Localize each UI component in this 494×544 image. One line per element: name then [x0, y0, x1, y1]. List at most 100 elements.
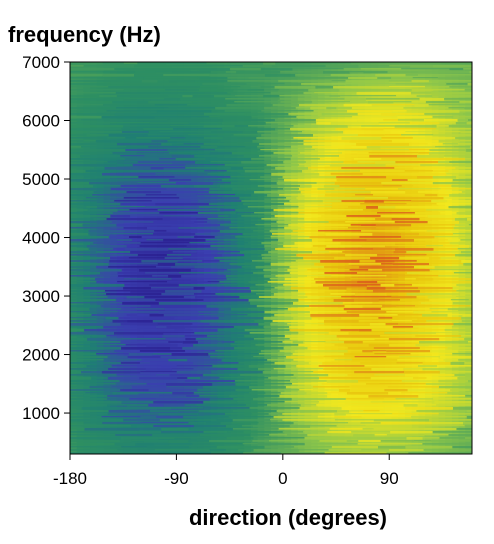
- heatmap-band: [435, 146, 454, 148]
- heatmap-cell: [284, 190, 292, 198]
- heatmap-cell: [170, 447, 178, 454]
- heatmap-band: [239, 296, 259, 298]
- heatmap-cell: [177, 325, 185, 333]
- heatmap-band: [106, 110, 157, 112]
- heatmap-cell: [130, 172, 138, 179]
- heatmap-band: [137, 62, 167, 65]
- heatmap-band: [394, 221, 428, 224]
- heatmap-band: [204, 137, 223, 139]
- heatmap-cell: [378, 411, 386, 418]
- heatmap-band: [95, 176, 139, 179]
- heatmap-band: [426, 245, 444, 247]
- heatmap-band: [227, 92, 271, 94]
- heatmap-band: [126, 245, 140, 248]
- heatmap-cell: [391, 147, 399, 155]
- heatmap-band: [116, 95, 155, 98]
- heatmap-cell: [384, 147, 393, 155]
- heatmap-band: [293, 302, 343, 305]
- heatmap-band: [184, 326, 234, 328]
- heatmap-band: [357, 161, 375, 163]
- heatmap-band: [195, 161, 211, 164]
- heatmap-cell: [438, 441, 446, 449]
- heatmap-band: [247, 308, 288, 310]
- heatmap-cell: [344, 331, 352, 339]
- heatmap-cell: [291, 129, 299, 137]
- heatmap-band: [230, 221, 277, 223]
- heatmap-band: [348, 206, 366, 208]
- heatmap-band: [114, 68, 126, 70]
- heatmap-cell: [210, 337, 218, 345]
- heatmap-band: [405, 62, 442, 64]
- heatmap-cell: [438, 178, 446, 186]
- heatmap-cell: [110, 307, 118, 314]
- heatmap-band: [175, 263, 230, 266]
- heatmap-cell: [351, 166, 359, 173]
- heatmap-cell: [338, 325, 346, 333]
- heatmap-cell: [150, 294, 158, 302]
- heatmap-band: [395, 113, 425, 115]
- heatmap-band: [381, 140, 392, 142]
- heatmap-band: [373, 290, 420, 293]
- heatmap-band: [434, 266, 472, 269]
- heatmap-cell: [210, 429, 218, 437]
- heatmap-band: [455, 137, 472, 139]
- heatmap-band: [274, 215, 322, 218]
- heatmap-cell: [398, 300, 406, 308]
- heatmap-cell: [364, 166, 373, 173]
- heatmap-band: [323, 71, 350, 74]
- heatmap-band: [407, 179, 453, 181]
- heatmap-cell: [244, 294, 252, 302]
- heatmap-cell: [224, 178, 232, 186]
- heatmap-band: [70, 68, 115, 71]
- heatmap-band: [117, 209, 130, 211]
- heatmap-cell: [364, 190, 373, 198]
- heatmap-band: [307, 275, 332, 277]
- heatmap-band: [81, 146, 127, 148]
- heatmap-cell: [304, 160, 312, 167]
- heatmap-cell: [190, 129, 198, 137]
- heatmap-band: [150, 167, 164, 170]
- heatmap-band: [317, 188, 335, 190]
- heatmap-band: [456, 176, 472, 178]
- heatmap-band: [284, 179, 337, 182]
- heatmap-band: [155, 203, 209, 206]
- heatmap-band: [161, 143, 172, 146]
- heatmap-band: [147, 227, 179, 230]
- heatmap-band: [309, 311, 347, 313]
- heatmap-band: [390, 131, 406, 134]
- heatmap-cell: [123, 147, 131, 155]
- heatmap-cell: [284, 337, 292, 345]
- heatmap-band: [125, 149, 168, 151]
- heatmap-band: [145, 68, 190, 71]
- heatmap-cell: [177, 141, 185, 149]
- heatmap-band: [327, 209, 363, 211]
- heatmap-band: [70, 125, 123, 128]
- heatmap-cell: [150, 160, 158, 167]
- heatmap-band: [395, 83, 447, 85]
- heatmap-cell: [317, 441, 326, 449]
- heatmap-cell: [405, 178, 413, 186]
- heatmap-band: [227, 80, 279, 82]
- heatmap-band: [377, 77, 392, 79]
- heatmap-band: [144, 296, 184, 298]
- heatmap-cell: [445, 325, 453, 333]
- heatmap-cell: [237, 190, 245, 198]
- heatmap-cell: [143, 276, 151, 284]
- heatmap-cell: [431, 307, 440, 314]
- heatmap-cell: [351, 190, 359, 198]
- heatmap-band: [137, 182, 176, 184]
- heatmap-band: [462, 314, 472, 317]
- heatmap-cell: [458, 319, 466, 326]
- heatmap-band: [270, 263, 315, 266]
- heatmap-cell: [197, 184, 205, 192]
- heatmap-cell: [277, 417, 285, 424]
- heatmap-cell: [83, 190, 91, 198]
- heatmap-cell: [110, 172, 118, 179]
- heatmap-cell: [183, 319, 192, 326]
- heatmap-band: [248, 77, 300, 79]
- heatmap-band: [454, 224, 469, 227]
- heatmap-band: [330, 293, 355, 295]
- heatmap-cell: [264, 147, 272, 155]
- heatmap-cell: [170, 135, 178, 143]
- heatmap-band: [375, 224, 412, 227]
